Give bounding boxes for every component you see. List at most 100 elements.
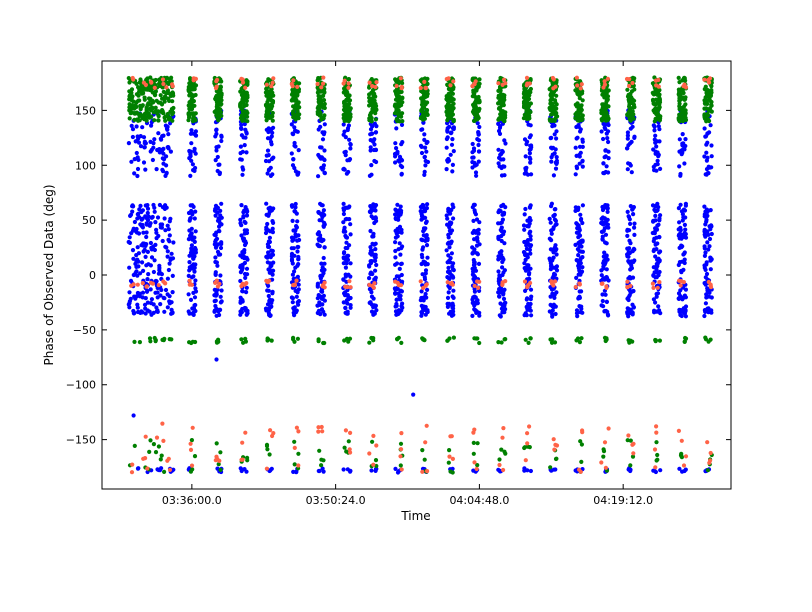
data-point <box>133 296 138 301</box>
data-point <box>368 148 373 153</box>
data-point <box>551 225 556 230</box>
data-point <box>170 90 175 95</box>
data-point <box>186 237 191 242</box>
data-point <box>397 159 402 164</box>
data-point <box>144 77 149 82</box>
data-point <box>470 313 475 318</box>
data-point <box>496 290 501 295</box>
data-point <box>603 465 609 470</box>
data-point <box>707 224 712 229</box>
data-point <box>601 228 606 233</box>
data-point <box>344 449 349 454</box>
data-point <box>606 170 611 175</box>
data-point <box>551 213 556 219</box>
data-point <box>136 85 141 90</box>
data-point <box>138 144 144 149</box>
data-point <box>367 451 372 456</box>
data-point <box>241 167 246 172</box>
data-point <box>189 463 195 468</box>
data-point <box>167 294 172 299</box>
outlier-point <box>214 357 219 362</box>
data-point <box>239 337 244 342</box>
data-point <box>451 216 456 221</box>
data-point <box>218 252 223 257</box>
data-point <box>421 245 426 250</box>
data-point <box>658 249 663 254</box>
data-point <box>526 110 531 115</box>
data-point <box>501 77 507 82</box>
data-point <box>651 297 657 302</box>
data-point <box>143 434 148 439</box>
data-point <box>470 230 475 235</box>
data-point <box>496 269 501 274</box>
data-point <box>346 93 351 98</box>
data-point <box>270 118 275 123</box>
data-point <box>141 230 146 235</box>
data-point <box>373 84 378 90</box>
data-point <box>263 158 269 164</box>
data-point <box>190 253 195 258</box>
data-point <box>498 209 503 214</box>
data-point <box>680 95 685 100</box>
data-point <box>704 295 709 300</box>
data-point <box>164 85 169 90</box>
data-point <box>625 233 630 238</box>
data-point <box>242 282 247 287</box>
series-blue <box>126 108 714 475</box>
data-point <box>214 127 219 132</box>
data-point <box>270 248 275 254</box>
data-point <box>654 275 659 280</box>
data-point <box>167 115 172 120</box>
data-point <box>369 163 374 168</box>
data-point <box>654 430 659 435</box>
data-point <box>161 151 166 156</box>
data-point <box>449 303 454 308</box>
data-point <box>472 427 477 432</box>
data-point <box>161 133 166 138</box>
data-point <box>601 454 606 459</box>
data-point <box>346 272 351 277</box>
data-point <box>655 158 660 163</box>
data-point <box>148 438 153 443</box>
data-point <box>579 442 585 447</box>
data-point <box>445 280 450 285</box>
data-point <box>470 109 476 114</box>
data-point <box>152 335 157 341</box>
data-point <box>573 172 578 177</box>
data-point <box>193 133 199 138</box>
data-point <box>580 113 585 118</box>
data-point <box>158 457 163 462</box>
data-point <box>213 203 219 208</box>
data-point <box>552 207 557 212</box>
data-point <box>320 167 325 172</box>
data-point <box>265 242 270 247</box>
data-point <box>549 135 554 140</box>
data-point <box>393 160 398 165</box>
data-point <box>215 116 220 121</box>
data-point <box>192 269 197 274</box>
data-point <box>625 246 630 251</box>
data-point <box>573 284 578 290</box>
data-point <box>400 301 405 306</box>
data-point <box>476 149 482 154</box>
data-point <box>449 96 454 101</box>
data-point <box>242 271 248 277</box>
data-point <box>318 201 323 206</box>
data-point <box>682 257 687 262</box>
data-point <box>656 222 661 227</box>
data-point <box>264 443 270 449</box>
data-point <box>135 138 140 143</box>
data-point <box>447 336 452 341</box>
data-point <box>446 253 451 258</box>
data-point <box>527 424 532 429</box>
data-point <box>296 170 301 175</box>
data-point <box>242 122 247 127</box>
data-point <box>373 147 379 153</box>
data-point <box>709 231 714 237</box>
data-point <box>600 298 605 304</box>
data-point <box>705 240 710 245</box>
data-point <box>289 151 294 156</box>
data-point <box>188 152 193 157</box>
data-point <box>680 218 685 223</box>
data-point <box>319 424 324 430</box>
